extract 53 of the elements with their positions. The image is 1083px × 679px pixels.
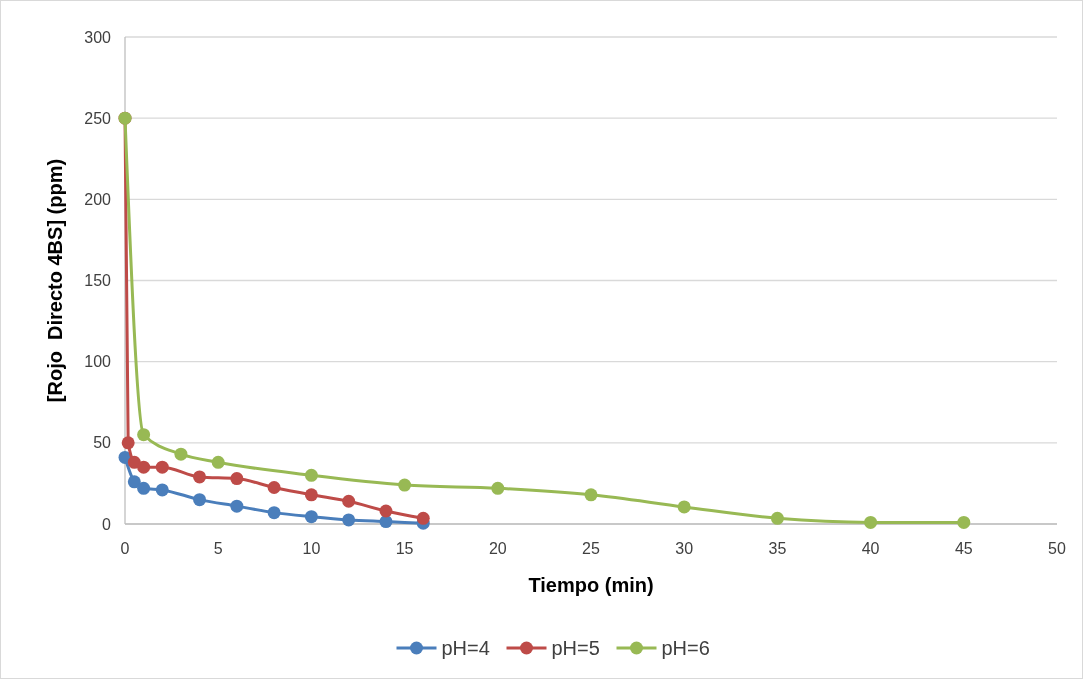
point [174, 447, 188, 461]
y-axis-title: [Rojo Directo 4BS] (ppm) [44, 158, 66, 403]
x-tick-label: 25 [582, 540, 600, 557]
point [677, 500, 691, 514]
y-tick-label: 300 [84, 28, 112, 46]
point [230, 472, 244, 486]
point [491, 481, 505, 495]
y-tick-label: 250 [84, 109, 112, 127]
point [230, 499, 244, 513]
point [127, 475, 141, 489]
point [193, 470, 207, 484]
point [155, 460, 169, 474]
x-tick-label: 15 [395, 540, 414, 557]
x-tick-label: 45 [954, 540, 973, 557]
point [121, 436, 135, 450]
point [211, 455, 225, 469]
y-tick-label: 150 [84, 272, 112, 290]
point [584, 488, 598, 502]
x-tick-label: 30 [675, 540, 694, 557]
point [267, 506, 281, 520]
point [379, 515, 393, 529]
y-tick-label: 50 [93, 434, 112, 452]
point [957, 515, 971, 529]
point [304, 468, 318, 482]
y-tick-label: 100 [84, 353, 112, 371]
x-tick-label: 10 [302, 540, 321, 557]
point [193, 493, 207, 507]
x-axis-title: Tiempo (min) [528, 574, 654, 596]
legend-label: pH=5 [551, 637, 600, 659]
x-tick-label: 0 [120, 540, 130, 557]
point [770, 511, 784, 525]
x-tick-label: 35 [768, 540, 787, 557]
point [864, 515, 878, 529]
point [137, 460, 151, 474]
point [137, 481, 151, 495]
y-tick-label: 0 [102, 515, 112, 533]
point [304, 510, 318, 524]
point [342, 513, 356, 527]
y-tick-label: 200 [84, 190, 112, 208]
point [342, 494, 356, 508]
point [137, 428, 151, 442]
point [398, 478, 412, 492]
x-tick-label: 20 [488, 540, 507, 557]
point [416, 511, 430, 525]
point [304, 488, 318, 502]
point [267, 480, 281, 494]
x-tick-label: 50 [1048, 540, 1066, 557]
point [379, 504, 393, 518]
x-tick-label: 40 [861, 540, 880, 557]
legend-label: pH=6 [661, 637, 710, 659]
legend-label: pH=4 [441, 637, 490, 659]
point [155, 483, 169, 497]
x-tick-label: 5 [213, 540, 223, 557]
